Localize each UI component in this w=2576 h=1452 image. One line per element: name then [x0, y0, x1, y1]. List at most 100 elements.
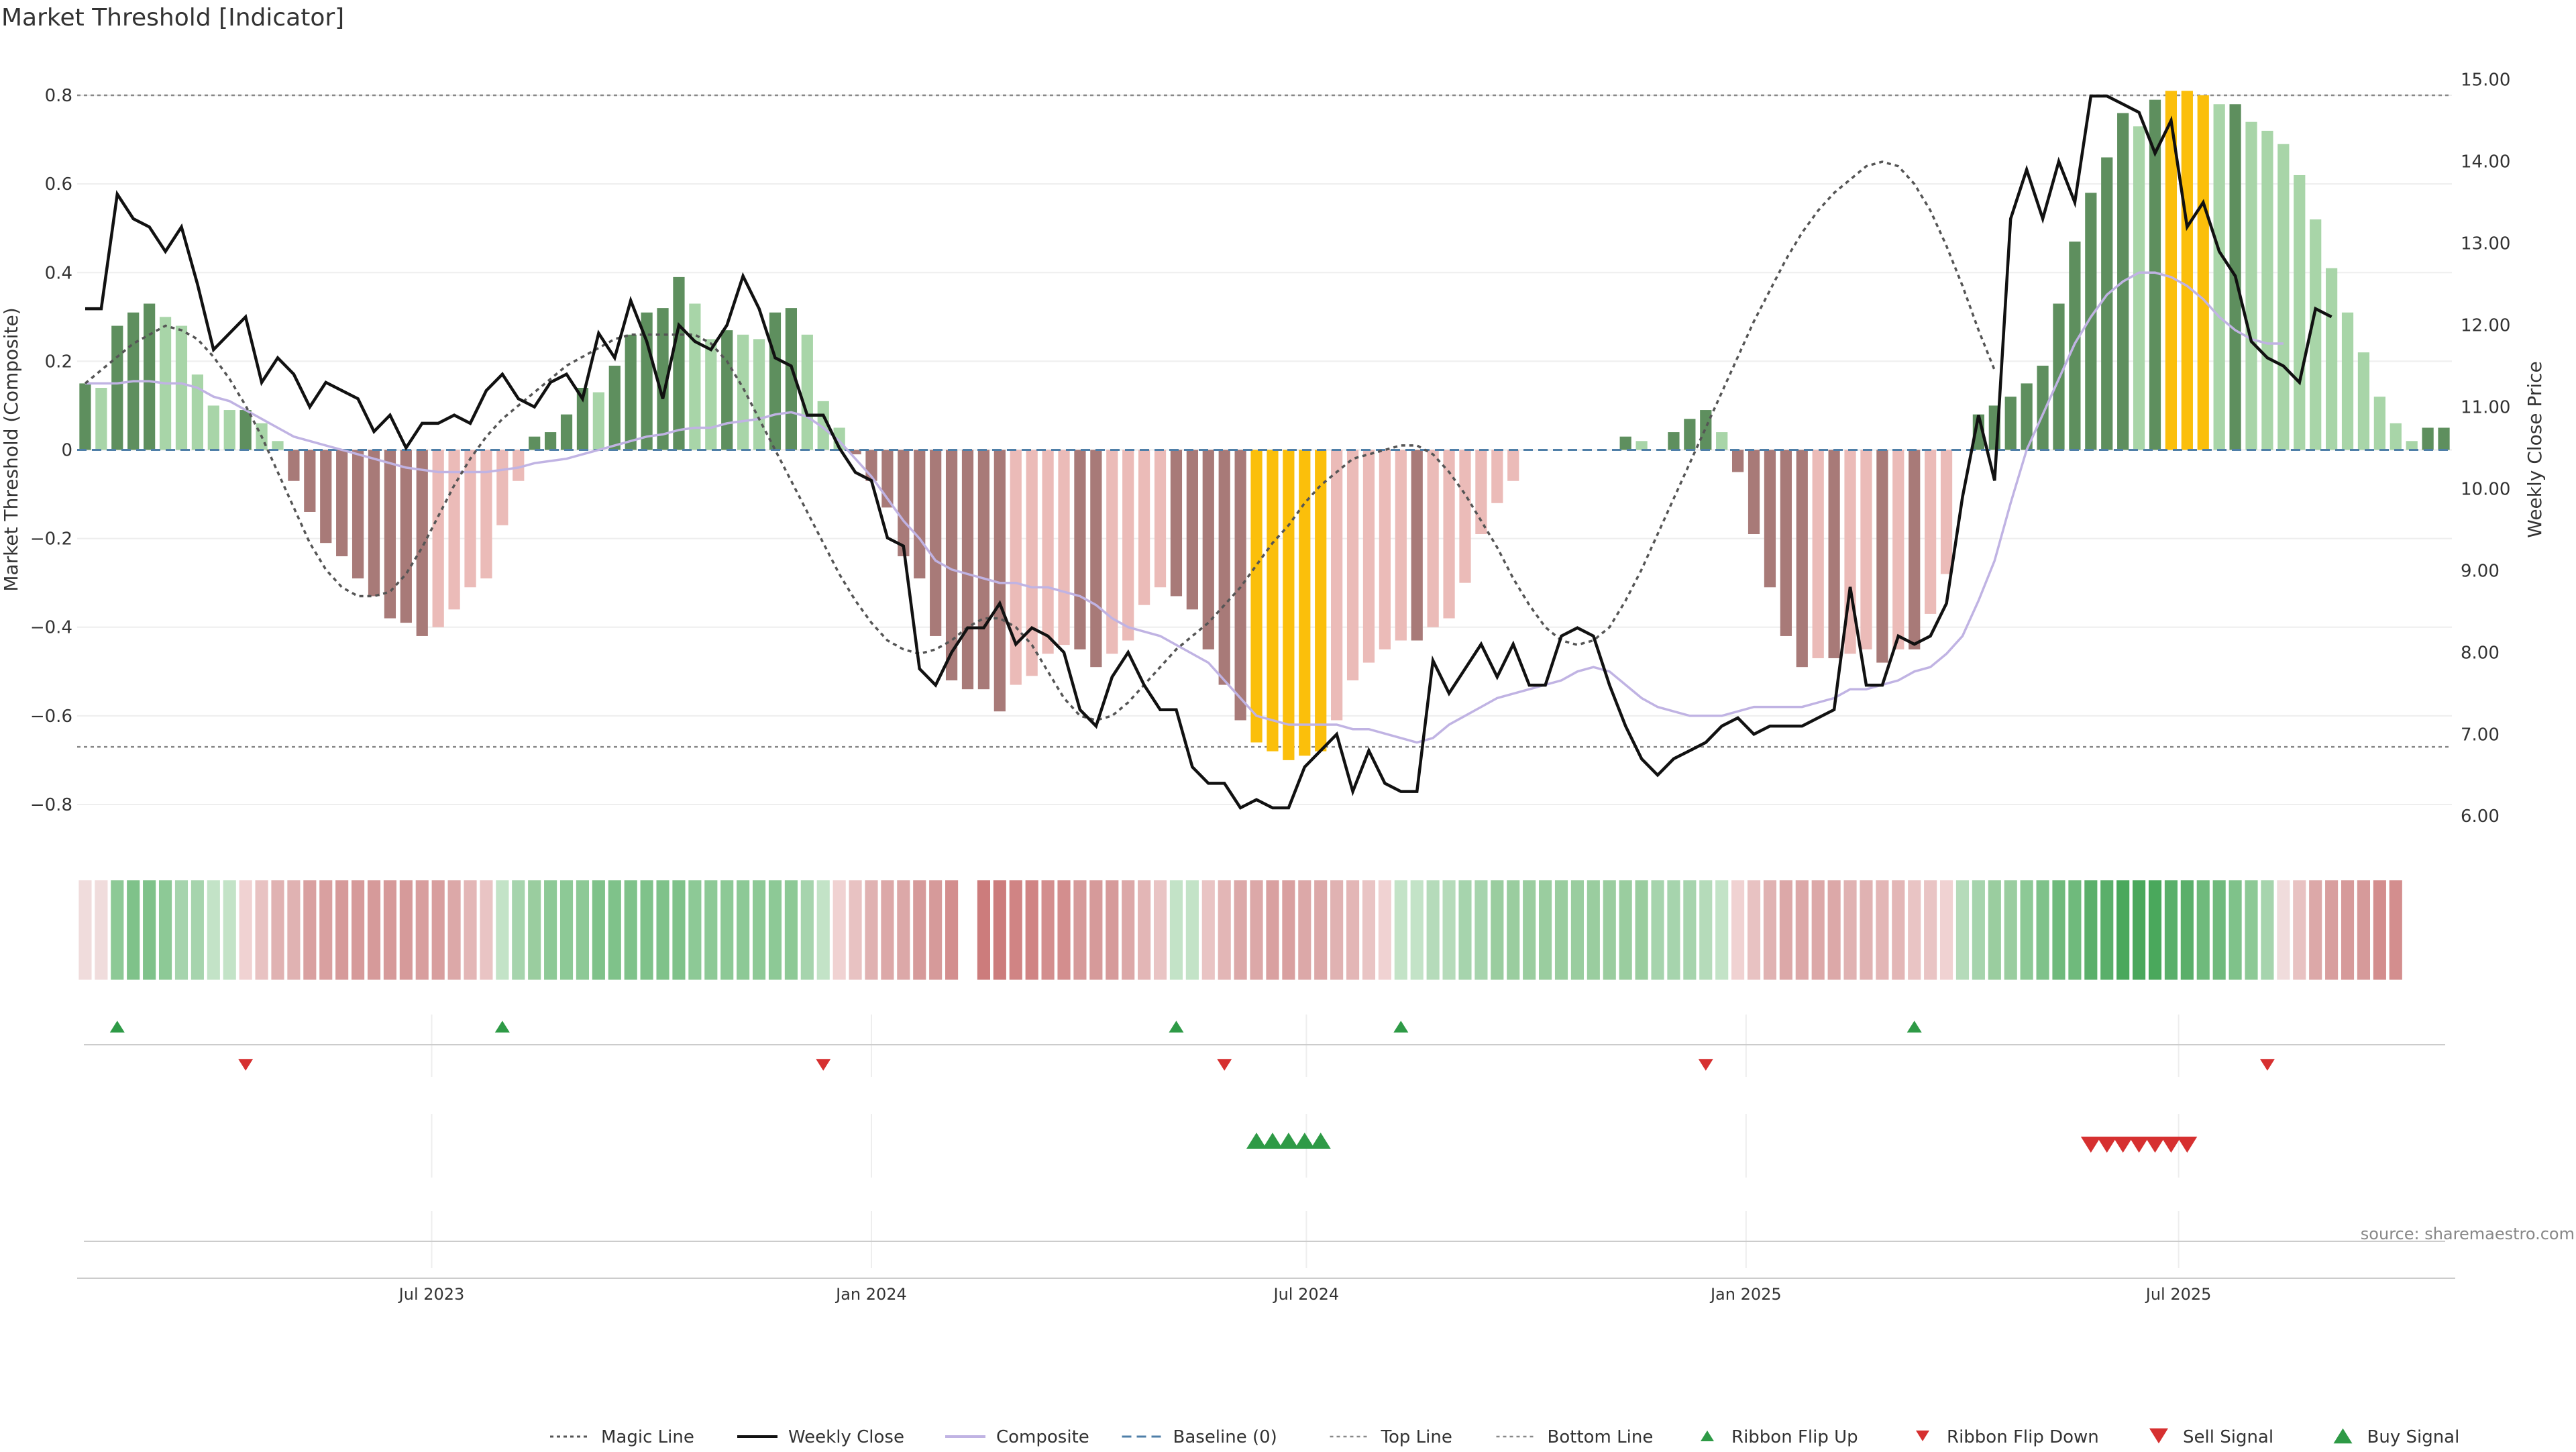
composite-bar: [721, 330, 733, 450]
legend-label: Ribbon Flip Down: [1947, 1427, 2099, 1447]
composite-bar: [352, 450, 364, 579]
composite-bar: [994, 450, 1006, 712]
ribbon-cell: [993, 880, 1006, 980]
composite-bar: [1475, 450, 1487, 535]
ribbon-cell: [2357, 880, 2371, 980]
ribbon-cell: [1972, 880, 1985, 980]
source-note: source: sharemaestro.com: [2361, 1225, 2575, 1243]
buy-signal-marker: [1246, 1133, 1267, 1149]
composite-bar: [1876, 450, 1888, 663]
ribbon-cell: [287, 880, 301, 980]
composite-bar: [673, 276, 685, 450]
ribbon-cell: [415, 880, 429, 980]
ribbon-cell: [2052, 880, 2065, 980]
composite-bar: [1892, 450, 1904, 650]
y-tick-label: 0.6: [45, 174, 72, 195]
legend-label: Sell Signal: [2183, 1427, 2273, 1447]
ribbon-cell: [1394, 880, 1407, 980]
ribbon-cell: [1523, 880, 1536, 980]
composite-bar: [801, 334, 813, 450]
ribbon-cell: [2148, 880, 2162, 980]
y-tick-label: −0.8: [30, 795, 72, 815]
composite-bar: [1362, 450, 1375, 663]
composite-bar: [2438, 427, 2450, 450]
composite-bar: [576, 388, 589, 450]
composite-bar: [304, 450, 316, 512]
legend-swatch: [1701, 1431, 1714, 1441]
y-tick-label: −0.4: [30, 618, 72, 638]
composite-bar: [1619, 436, 1631, 450]
composite-bar: [1635, 441, 1648, 450]
ribbon-cell: [512, 880, 525, 980]
ribbon-cell: [2309, 880, 2322, 980]
y2-axis-label: Weekly Close Price: [2524, 361, 2546, 537]
ribbon-cell: [1747, 880, 1761, 980]
legend-label: Ribbon Flip Up: [1731, 1427, 1858, 1447]
composite-bar: [1202, 450, 1214, 650]
composite-bar: [1459, 450, 1471, 583]
sell-signal-marker: [2161, 1137, 2182, 1153]
composite-bar: [513, 450, 525, 481]
ribbon-cell: [929, 880, 943, 980]
ribbon-cell: [1603, 880, 1616, 980]
y-tick-label: 0.8: [45, 86, 72, 106]
composite-bar: [2213, 104, 2225, 450]
composite-bar: [144, 303, 156, 450]
ribbon-cell: [239, 880, 252, 980]
ribbon-cell: [784, 880, 798, 980]
y2-tick-label: 15.00: [2461, 70, 2510, 91]
legend-label: Top Line: [1381, 1427, 1452, 1447]
ribbon-cell: [1282, 880, 1295, 980]
ribbon-cell: [1699, 880, 1713, 980]
y-tick-label: 0.2: [45, 352, 72, 372]
composite-bar: [2004, 397, 2017, 450]
legend-label: Weekly Close: [788, 1427, 904, 1447]
legend-item-top: Top Line: [1330, 1427, 1452, 1447]
ribbon-flip-up-marker: [1907, 1021, 1922, 1033]
legend-item-flip_down: Ribbon Flip Down: [1916, 1427, 2099, 1447]
ribbon-cell: [2004, 880, 2017, 980]
y2-tick-label: 7.00: [2461, 725, 2500, 745]
ribbon-cell: [2036, 880, 2049, 980]
ribbon-cell: [688, 880, 702, 980]
composite-bar: [368, 450, 380, 597]
composite-bar: [914, 450, 926, 579]
sell-signal-marker: [2080, 1137, 2101, 1153]
composite-bar: [384, 450, 396, 619]
magic-line: [84, 160, 1996, 722]
ribbon-cell: [303, 880, 317, 980]
ribbon-cell: [127, 880, 140, 980]
ribbon-cell: [78, 880, 92, 980]
legend: Magic Line Weekly Close Composite Baseline …: [550, 1427, 2459, 1447]
ribbon-cell: [528, 880, 541, 980]
ribbon-cell: [1169, 880, 1183, 980]
ribbon-cell: [1570, 880, 1584, 980]
ribbon-cell: [1442, 880, 1456, 980]
ribbon-cell: [1779, 880, 1792, 980]
ribbon-cell: [2180, 880, 2194, 980]
ribbon-cell: [1266, 880, 1279, 980]
ribbon-cell: [1073, 880, 1087, 980]
legend-swatch: [1916, 1431, 1929, 1441]
composite-bar: [2181, 91, 2193, 450]
ribbon-flip-up-marker: [109, 1021, 125, 1033]
composite-bar: [432, 450, 444, 627]
composite-bar: [977, 450, 990, 690]
ribbon-cell: [833, 880, 846, 980]
ribbon-cell: [2084, 880, 2098, 980]
ribbon-cell: [2373, 880, 2386, 980]
ribbon-cell: [1667, 880, 1680, 980]
ribbon-cell: [1955, 880, 1970, 980]
composite-bar: [945, 450, 958, 680]
composite-bar: [1828, 450, 1840, 658]
legend-item-sell: Sell Signal: [2149, 1427, 2273, 1447]
legend-item-baseline: Baseline (0): [1122, 1427, 1277, 1447]
ribbon-cell: [111, 880, 124, 980]
ribbon-cell: [480, 880, 493, 980]
composite-bar: [1780, 450, 1792, 636]
composite-bar: [288, 450, 300, 481]
composite-bar: [1218, 450, 1230, 685]
buy-signal-marker: [1294, 1133, 1315, 1149]
ribbon-cell: [1009, 880, 1022, 980]
